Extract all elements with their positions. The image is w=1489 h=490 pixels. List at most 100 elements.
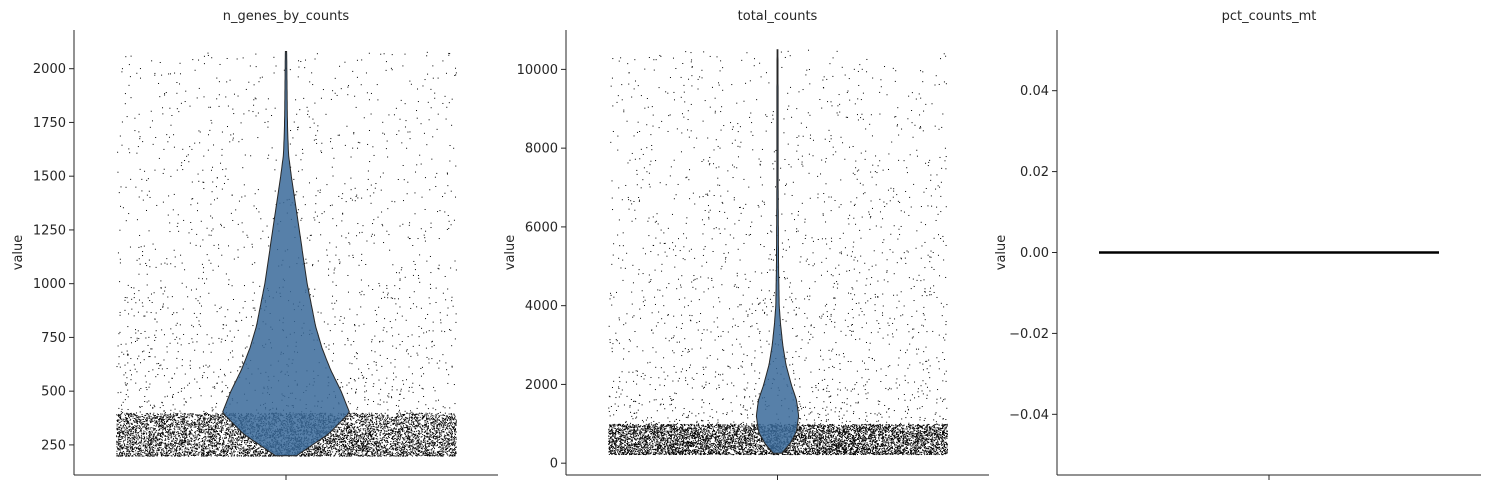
data-point [144, 445, 146, 447]
data-point [147, 424, 149, 426]
data-point [310, 450, 312, 452]
data-point [412, 440, 414, 442]
data-point [436, 362, 438, 364]
data-point [132, 413, 134, 415]
data-point [206, 454, 208, 456]
data-point [312, 265, 314, 267]
data-point [210, 442, 212, 444]
data-point [203, 436, 205, 438]
data-point [453, 421, 455, 423]
data-point [164, 428, 166, 430]
data-point [332, 295, 334, 297]
data-point [395, 319, 397, 321]
data-point [119, 229, 121, 231]
data-point [180, 429, 182, 431]
data-point [442, 444, 444, 446]
data-point [435, 454, 437, 456]
data-point [431, 443, 433, 445]
data-point [131, 444, 133, 446]
data-point [222, 429, 224, 431]
data-point [261, 76, 263, 78]
data-point [376, 453, 378, 455]
data-point [444, 448, 446, 450]
data-point [350, 418, 352, 420]
data-point [337, 379, 339, 381]
data-point [438, 446, 440, 448]
data-point [178, 416, 180, 418]
data-point [127, 422, 129, 424]
data-point [126, 433, 128, 435]
data-point [348, 427, 350, 429]
data-point [424, 449, 426, 451]
data-point [142, 420, 144, 422]
data-point [376, 429, 378, 431]
data-point [124, 415, 126, 417]
data-point [441, 447, 443, 449]
data-point [154, 416, 156, 418]
data-point [334, 92, 336, 94]
data-point [389, 426, 391, 428]
data-point [357, 431, 359, 433]
data-point [408, 419, 410, 421]
data-point [338, 451, 340, 453]
data-point [172, 394, 174, 396]
data-point [221, 419, 223, 421]
data-point [133, 420, 135, 422]
data-point [448, 419, 450, 421]
data-point [354, 200, 356, 202]
data-point [317, 447, 319, 449]
data-point [446, 172, 448, 174]
data-point [340, 449, 342, 451]
data-point [438, 424, 440, 426]
data-point [427, 436, 429, 438]
data-point [329, 439, 331, 441]
data-point [377, 426, 379, 428]
data-point [351, 426, 353, 428]
data-point [182, 431, 184, 433]
data-point [166, 419, 168, 421]
data-point [384, 452, 386, 454]
data-point [173, 440, 175, 442]
data-point [395, 376, 397, 378]
data-point [436, 454, 438, 456]
data-point [426, 454, 428, 456]
data-point [371, 443, 373, 445]
data-point [315, 452, 317, 454]
data-point [171, 415, 173, 417]
data-point [237, 249, 239, 251]
data-point [451, 432, 453, 434]
data-point [137, 443, 139, 445]
data-point [208, 292, 210, 294]
data-point [160, 263, 162, 265]
data-point [188, 415, 190, 417]
data-point [154, 421, 156, 423]
data-point [184, 448, 186, 450]
data-point [303, 455, 305, 457]
data-point [411, 435, 413, 437]
data-point [136, 443, 138, 445]
data-point [352, 445, 354, 447]
data-point [354, 412, 356, 414]
data-point [372, 432, 374, 434]
data-point [417, 454, 419, 456]
data-point [162, 433, 164, 435]
data-point [143, 350, 145, 352]
data-point [149, 383, 151, 385]
data-point [359, 142, 361, 144]
data-point [339, 65, 341, 67]
data-point [431, 448, 433, 450]
data-point [343, 438, 345, 440]
data-point [244, 442, 246, 444]
data-point [236, 437, 238, 439]
data-point [191, 198, 193, 200]
data-point [409, 414, 411, 416]
data-point [143, 430, 145, 432]
data-point [406, 452, 408, 454]
data-point [198, 421, 200, 423]
data-point [211, 446, 213, 448]
data-point [392, 436, 394, 438]
data-point [237, 451, 239, 453]
data-point [135, 186, 137, 188]
data-point [399, 428, 401, 430]
data-point [403, 430, 405, 432]
